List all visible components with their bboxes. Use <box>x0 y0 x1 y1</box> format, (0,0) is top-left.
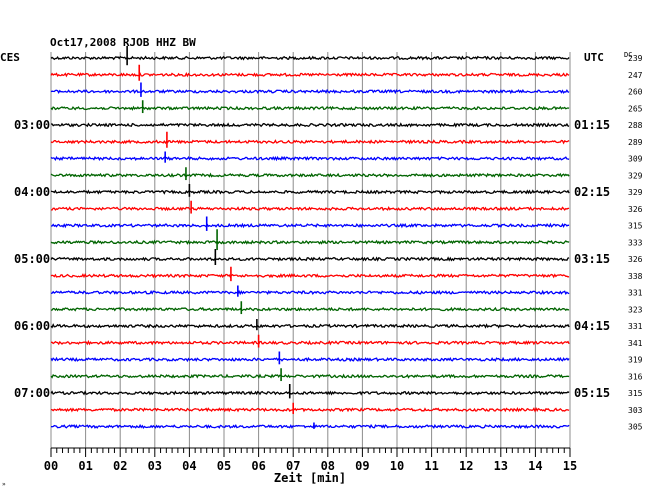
x-tick-label: 10 <box>390 459 404 473</box>
right-time-label: 03:15 <box>574 252 610 266</box>
seismic-trace <box>50 206 570 212</box>
dc-offset-label: 247 <box>628 71 643 80</box>
seismic-trace <box>50 306 570 312</box>
labels: Oct17,2008 RJOB HHZ BW CES UTC DC Zeit [… <box>0 36 643 488</box>
seismic-trace <box>51 339 570 346</box>
seismic-trace <box>50 88 570 95</box>
dc-offset-label: 333 <box>628 238 643 247</box>
right-time-label: 01:15 <box>574 118 610 132</box>
seismic-trace <box>50 406 570 413</box>
x-tick-label: 05 <box>217 459 231 473</box>
dc-offset-label: 338 <box>628 272 643 281</box>
seismic-trace <box>50 239 570 245</box>
seismic-trace <box>50 423 570 430</box>
dc-offset-label: 315 <box>628 389 643 398</box>
dc-offset-label: 329 <box>628 171 643 180</box>
dc-offset-label: 319 <box>628 356 643 365</box>
dc-offset-label: 316 <box>628 372 643 381</box>
left-time-label: 04:00 <box>14 185 50 199</box>
seismic-trace <box>50 155 570 162</box>
seismic-trace <box>50 356 570 363</box>
dc-offset-label: 331 <box>628 322 643 331</box>
x-tick-label: 03 <box>148 459 162 473</box>
dc-offset-label: 341 <box>628 339 643 348</box>
dc-offset-label: 326 <box>628 205 643 214</box>
dc-offset-label: 303 <box>628 406 643 415</box>
left-time-label: 05:00 <box>14 252 50 266</box>
seismic-trace <box>51 222 570 229</box>
x-tick-label: 01 <box>78 459 92 473</box>
right-time-label: 02:15 <box>574 185 610 199</box>
grid <box>50 52 571 457</box>
seismic-trace <box>50 55 570 61</box>
seismic-trace <box>50 323 570 329</box>
seismic-trace <box>50 71 570 78</box>
x-tick-label: 09 <box>355 459 369 473</box>
chart-title: Oct17,2008 RJOB HHZ BW <box>50 36 196 49</box>
seismic-trace <box>50 172 570 178</box>
seismic-trace <box>51 122 570 128</box>
left-time-label: 03:00 <box>14 118 50 132</box>
x-tick-label: 06 <box>251 459 265 473</box>
x-tick-label: 11 <box>424 459 438 473</box>
seismic-trace <box>50 105 570 111</box>
right-time-label: 05:15 <box>574 386 610 400</box>
dc-offset-label: 288 <box>628 121 643 130</box>
dc-offset-label: 305 <box>628 423 643 432</box>
left-axis-header: CES <box>0 51 20 64</box>
x-tick-label: 14 <box>528 459 542 473</box>
seismic-trace <box>50 373 570 379</box>
dc-offset-label: 239 <box>628 54 643 63</box>
seismic-trace <box>50 390 570 396</box>
dc-offset-label: 326 <box>628 255 643 264</box>
dc-offset-label: 289 <box>628 138 643 147</box>
dc-offset-label: 260 <box>628 88 643 97</box>
x-tick-label: 00 <box>44 459 58 473</box>
dc-offset-label: 331 <box>628 289 643 298</box>
seismic-trace <box>50 189 570 195</box>
seismic-trace <box>50 256 570 262</box>
x-tick-label: 02 <box>113 459 127 473</box>
x-tick-label: 15 <box>563 459 577 473</box>
dc-offset-label: 315 <box>628 222 643 231</box>
dc-header: DC <box>624 51 632 59</box>
seismic-trace <box>50 139 570 145</box>
right-axis-header: UTC <box>584 51 604 64</box>
dc-offset-label: 309 <box>628 155 643 164</box>
dc-offset-label: 265 <box>628 104 643 113</box>
dc-offset-label: 329 <box>628 188 643 197</box>
x-tick-label: 13 <box>494 459 508 473</box>
left-time-label: 07:00 <box>14 386 50 400</box>
seismic-trace <box>50 289 570 296</box>
x-tick-label: 08 <box>321 459 335 473</box>
right-time-label: 04:15 <box>574 319 610 333</box>
seismic-trace <box>50 273 570 279</box>
x-tick-label: 04 <box>182 459 196 473</box>
x-tick-label: 12 <box>459 459 473 473</box>
dc-offset-label: 323 <box>628 305 643 314</box>
x-tick-label: 07 <box>286 459 300 473</box>
traces <box>50 46 570 430</box>
x-axis-label: Zeit [min] <box>274 471 346 485</box>
left-time-label: 06:00 <box>14 319 50 333</box>
corner-mark: » <box>2 481 6 488</box>
